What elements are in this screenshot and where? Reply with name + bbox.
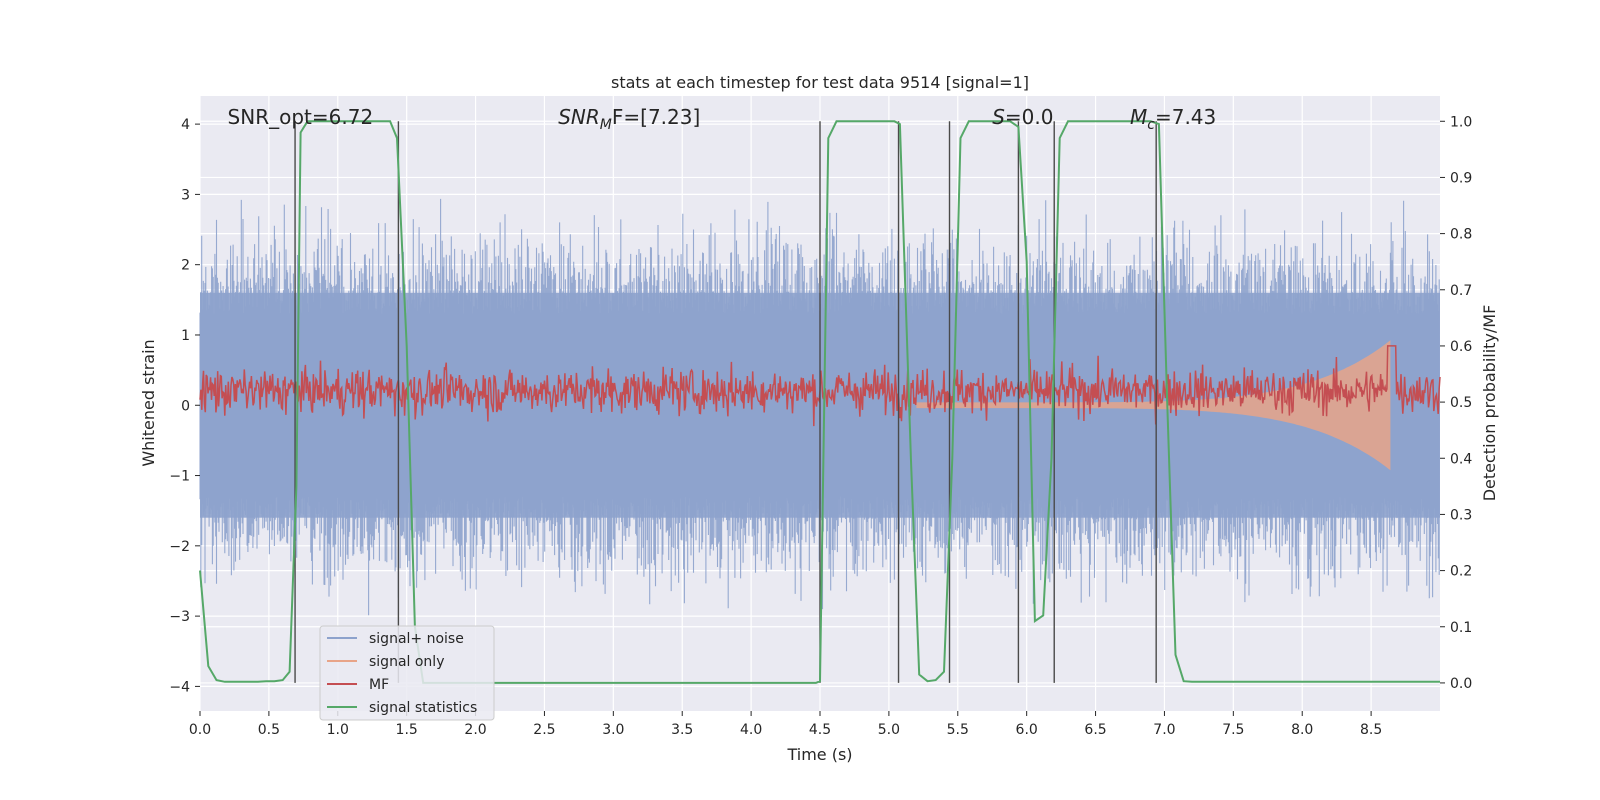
annotation-sub: c xyxy=(1147,117,1155,133)
y-right-tick-label: 0.8 xyxy=(1450,227,1472,243)
annotation: S=0.0 xyxy=(992,105,1053,129)
x-tick-label: 5.5 xyxy=(947,722,969,738)
y-left-tick-label: −4 xyxy=(169,679,190,695)
x-tick-label: 2.5 xyxy=(533,722,555,738)
x-axis-label: Time (s) xyxy=(786,745,852,764)
legend-label-signal-noise: signal+ noise xyxy=(369,631,464,647)
signal-statistics-line xyxy=(199,120,1440,684)
signal-only-envelope xyxy=(916,340,1391,471)
y-left-tick-label: 0 xyxy=(181,398,190,414)
annotation-math: SNR xyxy=(558,105,600,129)
legend-label-signal-only: signal only xyxy=(369,654,444,670)
y-right-tick-label: 0.4 xyxy=(1450,451,1472,467)
annotation-sub: M xyxy=(600,117,612,133)
legend-label-signal-statistics: signal statistics xyxy=(369,700,477,716)
x-tick-label: 1.0 xyxy=(327,722,349,738)
legend: signal+ noise signal only MF signal stat… xyxy=(319,625,495,721)
x-tick-label: 8.0 xyxy=(1291,722,1313,738)
x-tick-label: 0.0 xyxy=(189,722,211,738)
x-tick-label: 6.5 xyxy=(1084,722,1106,738)
y-right-tick-label: 0.3 xyxy=(1450,507,1472,523)
series-signal-only xyxy=(916,340,1391,471)
y-axis-left-label: Whitened strain xyxy=(139,339,158,466)
x-tick-label: 3.5 xyxy=(671,722,693,738)
x-tick-label: 7.5 xyxy=(1222,722,1244,738)
y-left-tick-label: 4 xyxy=(181,117,190,133)
x-tick-label: 5.0 xyxy=(878,722,900,738)
x-axis: 0.0 0.5 1.0 1.5 2.0 2.5 3.0 3.5 4.0 4.5 5.0 5.5 6.0 6… xyxy=(189,711,1382,738)
x-tick-label: 4.5 xyxy=(809,722,831,738)
y-right-tick-label: 0.9 xyxy=(1450,170,1472,186)
annotation-suffix: =0.0 xyxy=(1005,105,1054,129)
annotation: SNRMF=[7.23] xyxy=(558,105,700,133)
y-right-tick-label: 0.7 xyxy=(1450,283,1472,299)
y-left-tick-label: −3 xyxy=(169,609,190,625)
y-left-tick-label: −2 xyxy=(169,539,190,555)
annotation: Mc=7.43 xyxy=(1130,105,1216,133)
legend-box xyxy=(319,625,495,721)
annotation-math: S xyxy=(992,105,1005,129)
y-right-tick-label: 0.0 xyxy=(1450,676,1472,692)
y-right-tick-label: 0.1 xyxy=(1450,620,1472,636)
y-left-tick-label: 3 xyxy=(181,187,190,203)
y-left-tick-label: 2 xyxy=(181,258,190,274)
legend-label-mf: MF xyxy=(369,677,389,693)
annotations: SNR_opt=6.72 SNRMF=[7.23] S=0.0 Mc=7.43 xyxy=(228,105,1217,133)
vertical-markers xyxy=(294,121,1157,683)
y-right-tick-label: 0.6 xyxy=(1450,339,1472,355)
series-signal-statistics xyxy=(199,120,1440,684)
y-left-tick-label: 1 xyxy=(181,328,190,344)
x-tick-label: 2.0 xyxy=(464,722,486,738)
annotation-math: M xyxy=(1130,105,1147,129)
annotation-prefix: SNR_opt=6.72 xyxy=(228,105,374,129)
y-axis-left: 4 3 2 1 0 −1 −2 −3 −4 xyxy=(169,117,200,695)
y-right-tick-label: 1.0 xyxy=(1450,114,1472,130)
x-tick-label: 8.5 xyxy=(1360,722,1382,738)
x-tick-label: 7.0 xyxy=(1153,722,1175,738)
x-tick-label: 3.0 xyxy=(602,722,624,738)
y-right-tick-label: 0.5 xyxy=(1450,395,1472,411)
x-tick-label: 0.5 xyxy=(258,722,280,738)
x-tick-label: 4.0 xyxy=(740,722,762,738)
x-tick-label: 1.5 xyxy=(396,722,418,738)
chart-title: stats at each timestep for test data 951… xyxy=(611,73,1029,92)
y-axis-right: 1.0 0.9 0.8 0.7 0.6 0.5 0.4 0.3 0.2 0.1 0.0 xyxy=(1440,114,1472,692)
annotation-suffix: F=[7.23] xyxy=(612,105,700,129)
annotation-suffix: =7.43 xyxy=(1155,105,1216,129)
y-axis-right-label: Detection probability/MF xyxy=(1480,305,1499,502)
annotation: SNR_opt=6.72 xyxy=(228,105,374,129)
y-right-tick-label: 0.2 xyxy=(1450,564,1472,580)
y-left-tick-label: −1 xyxy=(169,469,190,485)
x-tick-label: 6.0 xyxy=(1016,722,1038,738)
